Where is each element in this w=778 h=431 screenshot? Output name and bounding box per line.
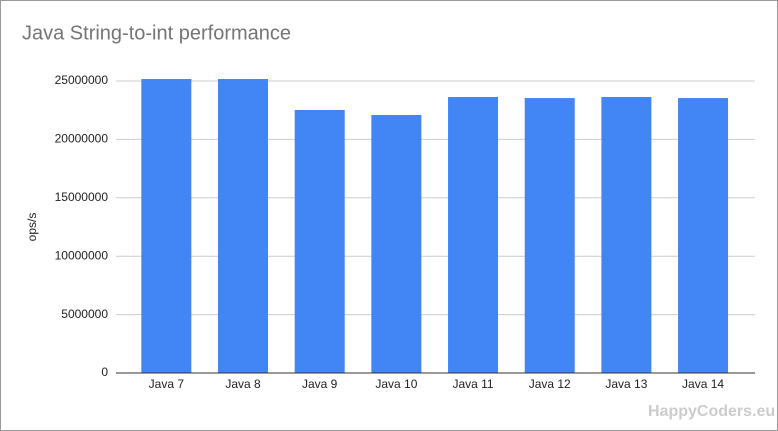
y-tick-label: 15000000 — [55, 190, 109, 204]
bar — [294, 109, 345, 373]
y-axis-label: ops/s — [25, 213, 39, 242]
chart-title: Java String-to-int performance — [22, 22, 291, 44]
bar — [678, 98, 729, 374]
bar — [448, 97, 499, 374]
x-tick-label: Java 14 — [682, 377, 724, 391]
x-tick-label: Java 9 — [302, 377, 338, 391]
bar — [601, 97, 652, 374]
x-tick-label: Java 12 — [529, 377, 571, 391]
x-tick-label: Java 10 — [375, 377, 417, 391]
y-tick-label: 20000000 — [55, 132, 109, 146]
x-tick-label: Java 13 — [605, 377, 647, 391]
y-tick-label: 10000000 — [55, 248, 109, 262]
x-tick-label: Java 11 — [452, 377, 493, 391]
y-tick-label: 0 — [101, 365, 108, 379]
x-tick-label: Java 7 — [149, 377, 185, 391]
bar — [141, 79, 192, 373]
bar — [524, 98, 575, 374]
bar — [218, 79, 269, 373]
y-tick-label: 25000000 — [55, 73, 109, 87]
watermark: HappyCoders.eu — [648, 403, 775, 420]
x-tick-label: Java 8 — [225, 377, 261, 391]
bar — [371, 114, 422, 373]
y-tick-label: 5000000 — [61, 307, 108, 321]
